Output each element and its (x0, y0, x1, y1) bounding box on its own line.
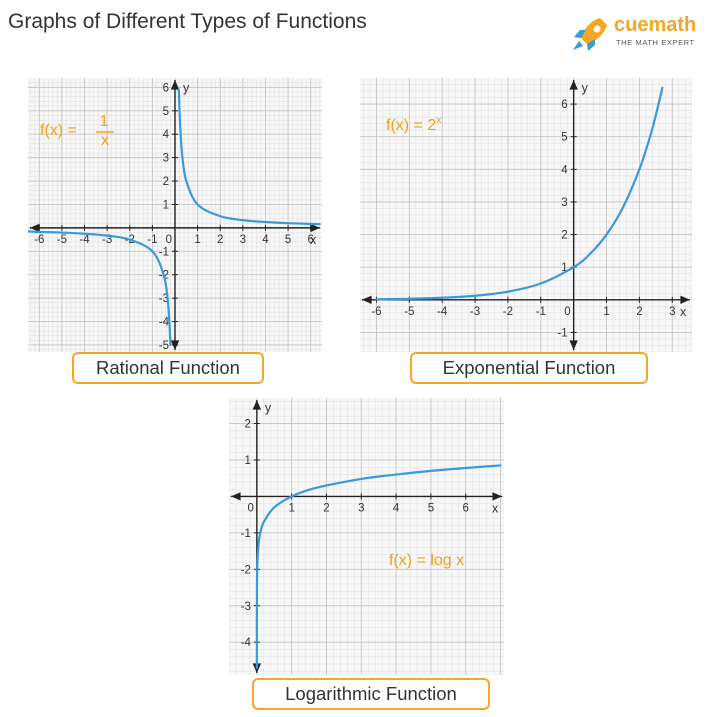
x-tick-label: 1 (194, 234, 200, 246)
brand-tagline: THE MATH EXPERT (616, 38, 695, 47)
y-tick-label: 4 (163, 129, 170, 141)
y-tick-label: -2 (241, 564, 251, 576)
y-axis-label: y (265, 401, 272, 415)
y-tick-label: 1 (163, 199, 169, 211)
formula-superscript: x (436, 115, 441, 126)
y-tick-label: 2 (244, 419, 250, 431)
x-tick-label: -1 (536, 306, 546, 318)
brand-name: cuemath (614, 14, 697, 36)
y-tick-label: -1 (557, 327, 567, 339)
x-tick-label: 4 (262, 234, 269, 246)
x-axis-arrow-right (680, 295, 690, 305)
formula-lhs: f(x) = (40, 122, 77, 139)
y-axis-label: y (183, 81, 190, 95)
logarithmic-function-chart: x y 0 1 2 3 4 5 6 -4 -3 -2 -1 1 2 f(x) = log x (229, 398, 504, 675)
function-curve (177, 88, 321, 226)
x-axis-label: x (680, 305, 687, 319)
page-title: Graphs of Different Types of Functions (8, 10, 367, 33)
x-tick-label: -4 (79, 234, 90, 246)
y-tick-label: 2 (561, 230, 567, 242)
y-axis-label: y (582, 81, 589, 95)
x-tick-label: -5 (404, 306, 414, 318)
x-tick-label: 3 (669, 306, 675, 318)
x-tick-label: -3 (102, 234, 112, 246)
svg-text:f(x) = 2x: f(x) = 2x (386, 115, 441, 134)
formula-text: f(x) = 2 (386, 117, 436, 134)
origin-label: 0 (564, 306, 570, 318)
x-tick-label: 2 (636, 306, 642, 318)
y-tick-label: -3 (241, 601, 251, 613)
x-axis-arrow-left (362, 295, 372, 305)
x-tick-label: 1 (603, 306, 609, 318)
origin-label: 0 (166, 234, 172, 246)
function-curve (28, 230, 172, 347)
caption-logarithmic-function: Logarithmic Function (252, 678, 490, 710)
y-tick-label: 5 (163, 106, 169, 118)
x-tick-label: 1 (288, 502, 294, 514)
x-tick-label: -4 (437, 306, 448, 318)
x-tick-label: 2 (323, 502, 329, 514)
y-axis-arrow-up (569, 80, 578, 90)
x-tick-label: 3 (240, 234, 246, 246)
x-axis-label: x (310, 233, 317, 247)
x-tick-label: -1 (147, 234, 157, 246)
y-tick-label: 1 (244, 455, 250, 467)
rocket-icon (573, 18, 607, 51)
y-tick-label: -1 (159, 246, 169, 258)
function-curve (255, 464, 502, 669)
x-axis-arrow-left (30, 223, 40, 233)
plot-background (229, 398, 504, 675)
y-tick-label: 5 (561, 132, 567, 144)
x-tick-label: -5 (57, 234, 67, 246)
y-tick-label: 3 (561, 197, 567, 209)
x-tick-label: -6 (34, 234, 44, 246)
caption-rational-function: Rational Function (72, 352, 264, 384)
y-tick-label: 4 (561, 164, 568, 176)
formula-denominator: x (101, 132, 109, 149)
y-tick-label: 6 (561, 99, 567, 111)
formula-numerator: 1 (100, 113, 109, 130)
x-tick-label: 6 (307, 234, 313, 246)
y-tick-label: -4 (241, 637, 252, 649)
caption-exponential-function: Exponential Function (410, 352, 648, 384)
y-tick-label: -3 (159, 293, 169, 305)
x-axis-arrow-right (492, 492, 502, 501)
x-tick-label: 5 (428, 502, 434, 514)
y-tick-label: 2 (163, 176, 169, 188)
y-axis-arrow-down (569, 340, 578, 350)
y-tick-label: 3 (163, 153, 169, 165)
origin-label: 0 (247, 502, 253, 514)
formula-text: f(x) = log x (389, 552, 464, 569)
y-axis-arrow-up (252, 400, 262, 410)
x-tick-label: -2 (503, 306, 513, 318)
x-tick-label: -6 (371, 306, 381, 318)
y-tick-label: 1 (561, 262, 567, 274)
y-tick-label: 6 (163, 82, 169, 94)
x-tick-label: 5 (285, 234, 291, 246)
x-tick-label: -3 (470, 306, 480, 318)
x-tick-label: 3 (358, 502, 364, 514)
y-tick-label: -5 (159, 340, 169, 352)
x-axis-label: x (492, 501, 499, 515)
y-tick-label: -1 (241, 528, 251, 540)
x-tick-label: 4 (393, 502, 400, 514)
brand-logo: cuemath THE MATH EXPERT (570, 14, 720, 60)
y-tick-label: -4 (159, 317, 170, 329)
x-tick-label: 6 (463, 502, 469, 514)
x-tick-label: 2 (217, 234, 223, 246)
x-axis-arrow-left (231, 492, 241, 501)
x-axis-arrow-right (310, 223, 320, 233)
function-curve (375, 86, 664, 301)
